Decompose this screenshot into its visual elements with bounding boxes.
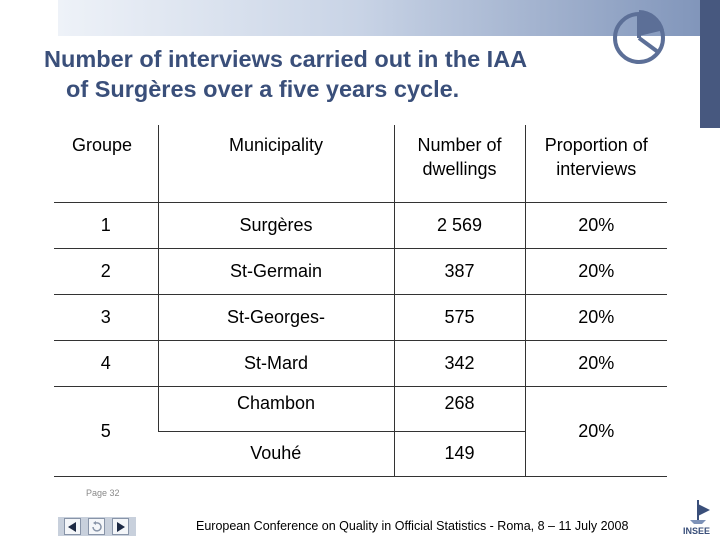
cell-municipality: Surgères	[157, 202, 394, 249]
cell-municipality: St-Germain	[157, 248, 394, 295]
page-number: Page 32	[86, 488, 120, 498]
triangle-left-icon	[68, 521, 76, 532]
header-row: Groupe Municipality Number of dwellings …	[54, 125, 667, 203]
cell-proportion: 20%	[524, 294, 667, 341]
slide-title: Number of interviews carried out in the …	[44, 44, 664, 104]
title-line-2: of Surgères over a five years cycle.	[66, 76, 460, 102]
cell-proportion: 20%	[524, 340, 667, 387]
cell-groupe: 2	[54, 248, 158, 295]
cell-proportion: 20%	[524, 202, 667, 249]
cell-dwellings: 342	[393, 340, 525, 387]
cell-proportion: 20%	[524, 248, 667, 295]
slide-navigation-bar	[58, 517, 136, 536]
next-slide-button[interactable]	[112, 518, 129, 535]
table-row-group5-b: Vouhé 149	[54, 431, 667, 477]
table-row-group5-a: 5 Chambon 268 20%	[54, 386, 667, 477]
cell-groupe: 4	[54, 340, 158, 387]
table-row: 2 St-Germain 387 20%	[54, 248, 667, 295]
right-side-band	[700, 0, 720, 128]
header-dwellings: Number of dwellings	[393, 125, 525, 203]
header-proportion: Proportion of interviews	[524, 125, 667, 203]
top-header-band	[58, 0, 720, 36]
cell-groupe: 3	[54, 294, 158, 341]
header-municipality: Municipality	[157, 125, 394, 203]
table-row: 4 St-Mard 342 20%	[54, 340, 667, 387]
pie-chart-logo-icon	[613, 10, 665, 64]
conference-footer: European Conference on Quality in Offici…	[196, 519, 629, 533]
insee-logo-text: INSEE	[683, 526, 711, 536]
cell-groupe: 1	[54, 202, 158, 249]
cell-dwellings: 268	[393, 386, 525, 432]
insee-logo-icon	[690, 500, 710, 524]
table-row: 3 St-Georges- 575 20%	[54, 294, 667, 341]
title-line-1: Number of interviews carried out in the …	[44, 46, 528, 72]
cell-municipality: St-Mard	[157, 340, 394, 387]
header-dwellings-line2: dwellings	[422, 159, 497, 179]
header-dwellings-line1: Number of	[417, 135, 502, 155]
cell-municipality: Vouhé	[158, 431, 394, 477]
cell-dwellings: 149	[393, 431, 525, 477]
cell-proportion: 20%	[524, 386, 667, 477]
header-proportion-line1: Proportion of	[544, 135, 648, 155]
return-icon	[92, 521, 102, 532]
header-proportion-line2: interviews	[556, 159, 637, 179]
cell-dwellings: 575	[393, 294, 525, 341]
cell-groupe: 5	[54, 386, 158, 477]
return-button[interactable]	[88, 518, 105, 535]
header-groupe: Groupe	[54, 125, 158, 203]
interviews-table: Groupe Municipality Number of dwellings …	[54, 125, 667, 477]
cell-dwellings: 2 569	[393, 202, 525, 249]
table-row: 1 Surgères 2 569 20%	[54, 202, 667, 249]
cell-municipality: Chambon	[157, 386, 394, 432]
triangle-right-icon	[117, 521, 125, 532]
previous-slide-button[interactable]	[64, 518, 81, 535]
cell-dwellings: 387	[393, 248, 525, 295]
cell-municipality: St-Georges-	[157, 294, 394, 341]
